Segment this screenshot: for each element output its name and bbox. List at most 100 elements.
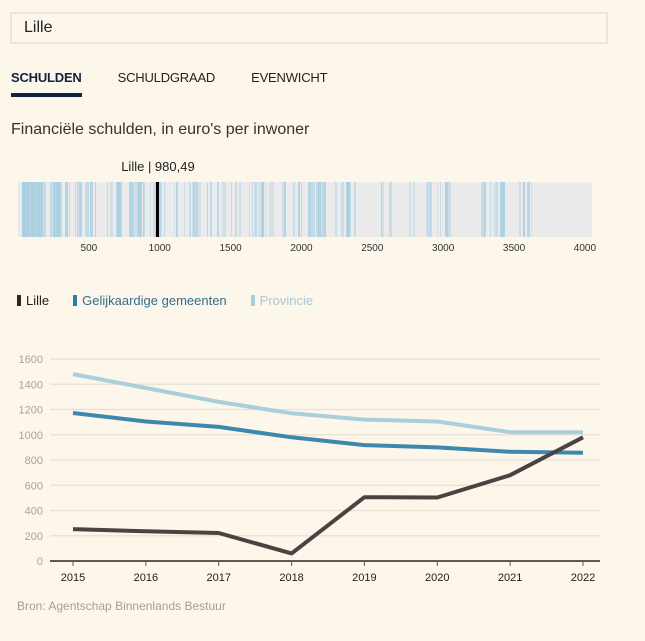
distribution-stripe [249,182,251,237]
distribution-stripe [495,182,498,237]
distribution-stripe [138,182,141,237]
distribution-stripe [116,182,118,237]
legend-swatch-gelijkaardige-gemeenten [73,295,78,306]
distribution-stripe [86,182,89,237]
distribution-stripe [428,182,432,237]
tab-evenwicht[interactable]: EVENWICHT [251,70,328,85]
distribution-stripe [408,182,411,237]
y-tick-label: 400 [25,506,43,518]
y-tick-label: 600 [25,480,43,492]
distribution-stripe [193,182,197,237]
distribution-stripe [234,182,237,237]
tab-schuldgraad[interactable]: SCHULDGRAAD [117,70,216,85]
distribution-stripe [308,182,310,237]
x-tick-label: 2021 [498,572,522,584]
distribution-stripe [129,182,131,237]
distribution-stripe [30,182,32,237]
distribution-stripe [268,182,272,237]
tab-schulden[interactable]: SCHULDEN [11,70,82,97]
distribution-stripe [141,182,143,237]
distribution-stripe [68,182,70,237]
legend-item-lille[interactable]: Lille [17,293,49,308]
distribution-tick-label: 2000 [290,243,313,254]
distribution-stripe [445,182,449,237]
distribution-stripe [89,182,91,237]
distribution-tick-label: 3500 [502,243,526,254]
distribution-tick-label: 1000 [148,243,171,254]
distribution-stripe [380,182,382,237]
chart-legend: Lille Gelijkaardige gemeenten Provincie [17,293,337,308]
distribution-stripe [49,182,52,237]
distribution-stripe [309,182,312,237]
distribution-stripe [39,182,41,237]
distribution-stripe [188,182,191,237]
distribution-stripe [293,182,296,237]
distribution-stripe [254,182,257,237]
distribution-stripe [257,182,261,237]
distribution-stripe [489,182,491,237]
distribution-stripe [518,182,521,237]
distribution-tick-label: 1500 [219,243,242,254]
x-tick-label: 2020 [425,572,449,584]
distribution-stripe [485,182,487,237]
distribution-stripe [317,182,321,237]
y-tick-label: 200 [25,531,43,543]
y-tick-label: 1400 [19,379,43,391]
distribution-stripe [56,182,58,237]
y-tick-label: 800 [25,455,43,467]
distribution-stripe [84,182,86,237]
municipality-search-input[interactable] [10,12,608,44]
distribution-stripe [52,182,55,237]
distribution-tick-label: 2500 [361,243,384,254]
distribution-stripe [139,182,143,237]
selected-municipality-marker[interactable] [155,182,159,237]
line-chart: 0 200 400 600 800 1000 1200 1400 1600 2015 2016 201… [19,354,600,584]
distribution-stripe [298,182,301,237]
distribution-stripe [77,182,80,237]
distribution-stripe [77,182,78,237]
distribution-stripe [22,182,24,237]
series-line-provincie [72,372,583,435]
distribution-stripe [54,182,58,237]
x-tick-label: 2017 [206,572,230,584]
legend-swatch-provincie [250,295,255,306]
distribution-stripe [107,182,109,237]
distribution-stripe [380,182,384,237]
distribution-stripe [429,182,432,237]
series-line-gelijkaardige-gemeenten [72,411,584,455]
distribution-stripe [261,182,264,237]
distribution-stripe [426,182,429,237]
distribution-stripe [353,182,356,237]
distribution-stripe [75,182,77,237]
distribution-stripe [78,182,82,237]
tab-bar: SCHULDEN SCHULDGRAAD EVENWICHT [11,70,363,97]
distribution-stripe [440,182,442,237]
distribution-stripe [217,182,220,237]
distribution-stripe [340,182,344,237]
distribution-stripe [523,182,526,237]
distribution-stripe [32,182,34,237]
distribution-stripe [265,182,267,237]
distribution-stripe [493,182,496,237]
distribution-stripe [238,182,241,237]
distribution-stripe [119,182,123,237]
distribution-stripe [436,182,438,237]
distribution-stripe [154,182,156,237]
legend-item-provincie[interactable]: Provincie [250,293,313,308]
distribution-stripe [388,182,392,237]
distribution-stripe [134,182,136,237]
distribution-stripe [164,182,166,237]
distribution-stripe [159,182,162,237]
distribution-stripe [131,182,135,237]
distribution-stripe [301,182,303,237]
distribution-strip[interactable] [18,182,592,237]
distribution-stripe [197,182,201,237]
distribution-stripe [41,182,43,237]
distribution-stripe [221,182,224,237]
distribution-stripe [143,182,146,237]
legend-item-gelijkaardige-gemeenten[interactable]: Gelijkaardige gemeenten [73,293,227,308]
distribution-stripe [95,182,97,237]
distribution-stripe [43,182,46,237]
distribution-stripe [22,182,26,237]
distribution-stripe [35,182,38,237]
